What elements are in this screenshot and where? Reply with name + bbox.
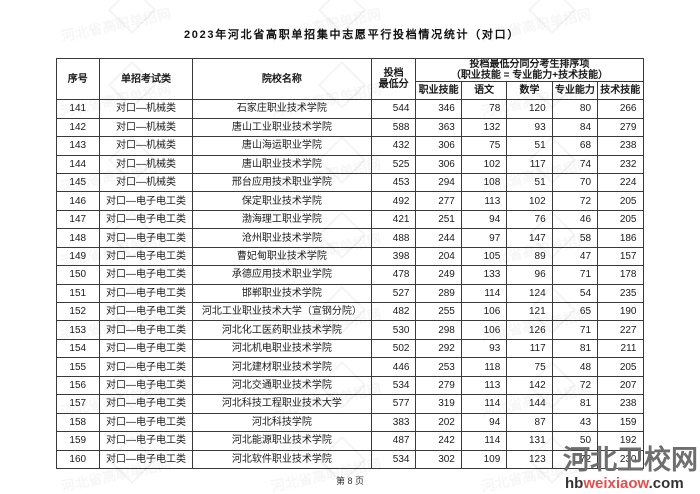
- svg-text:hbweixiaow.com: hbweixiaow.com: [565, 475, 684, 492]
- svg-text:河北卫校网: 河北卫校网: [563, 444, 698, 475]
